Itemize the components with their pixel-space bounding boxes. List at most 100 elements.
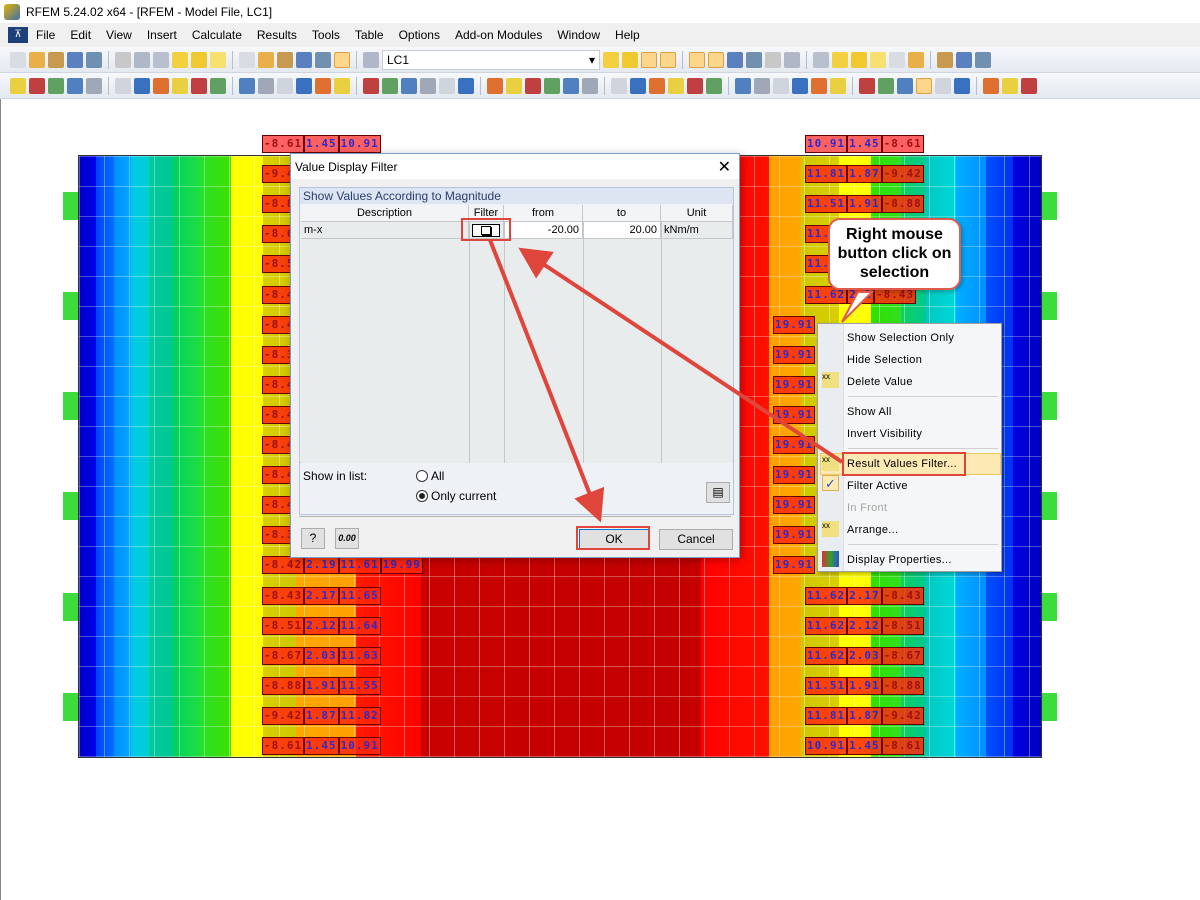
units-button[interactable]: 0.00 xyxy=(335,528,359,549)
result-value-label-row[interactable]: -8.4 xyxy=(262,316,297,334)
result-value-label-row[interactable]: -8.6 xyxy=(262,225,297,243)
result-value-label-row[interactable]: 10.91 1.45 -8.61 xyxy=(805,135,924,153)
result-value-label-row[interactable]: -8.67 2.03 11.63 xyxy=(262,647,381,665)
result-value-label[interactable]: 19.91 xyxy=(773,436,816,454)
toolbar-tool-icon[interactable] xyxy=(172,77,188,94)
result-value-label[interactable]: -8.42 xyxy=(262,556,305,574)
result-value-label[interactable]: -8.43 xyxy=(881,587,924,605)
toolbar-tool-icon[interactable] xyxy=(363,51,379,68)
result-value-label[interactable]: 19.91 xyxy=(773,316,816,334)
toolbar-tool-icon[interactable] xyxy=(153,51,169,68)
result-value-label[interactable]: -8.67 xyxy=(262,647,305,665)
result-value-label-row[interactable]: 11.62 2.03 -8.67 xyxy=(805,647,924,665)
result-value-label-row[interactable]: 19.91 xyxy=(773,406,816,424)
toolbar-tool-icon[interactable] xyxy=(239,77,255,94)
toolbar-tool-icon[interactable] xyxy=(420,77,436,94)
menu-addon-modules[interactable]: Add-on Modules xyxy=(454,28,543,42)
toolbar-tool-icon[interactable] xyxy=(191,51,207,68)
toolbar-tool-icon[interactable] xyxy=(525,77,541,94)
result-value-label-row[interactable]: 19.91 xyxy=(773,556,816,574)
toolbar-tool-icon[interactable] xyxy=(153,77,169,94)
result-value-label[interactable]: 1.45 xyxy=(304,737,339,755)
toolbar-tool-icon[interactable] xyxy=(983,77,999,94)
result-value-label[interactable]: 11.62 xyxy=(805,587,848,605)
result-value-label-row[interactable]: 19.91 xyxy=(773,436,816,454)
toolbar-tool-icon[interactable] xyxy=(458,77,474,94)
menu-window[interactable]: Window xyxy=(557,28,601,42)
toolbar-tool-icon[interactable] xyxy=(86,77,102,94)
help-icon[interactable]: ? xyxy=(301,528,325,549)
toolbar-tool-icon[interactable] xyxy=(563,77,579,94)
result-value-label[interactable]: -9.42 xyxy=(881,165,924,183)
result-value-label-row[interactable]: 19.91 xyxy=(773,376,816,394)
toolbar-tool-icon[interactable] xyxy=(859,77,875,94)
toolbar-tool-icon[interactable] xyxy=(878,77,894,94)
filter-checkbox[interactable] xyxy=(472,223,500,237)
result-value-label[interactable]: -8.4 xyxy=(262,406,297,424)
result-value-label[interactable]: 19.91 xyxy=(773,406,816,424)
toolbar-tool-icon[interactable] xyxy=(727,51,743,68)
result-value-label-row[interactable]: -9.42 1.87 11.82 xyxy=(262,707,381,725)
result-value-label[interactable]: -8.88 xyxy=(262,677,305,695)
result-value-label[interactable]: -8.88 xyxy=(881,195,924,213)
result-value-label[interactable]: -8.3 xyxy=(262,526,297,544)
result-value-label[interactable]: -8.4 xyxy=(262,436,297,454)
result-value-label[interactable]: -8.51 xyxy=(881,617,924,635)
result-value-label[interactable]: -8.51 xyxy=(262,617,305,635)
result-value-label[interactable]: 1.91 xyxy=(847,195,882,213)
result-value-label[interactable]: 2.03 xyxy=(847,647,882,665)
result-value-label[interactable]: 10.91 xyxy=(338,135,381,153)
result-value-label[interactable]: 11.51 xyxy=(805,195,848,213)
toolbar-tool-icon[interactable] xyxy=(975,51,991,68)
toolbar-tool-icon[interactable] xyxy=(239,51,255,68)
toolbar-tool-icon[interactable] xyxy=(916,77,932,94)
result-value-label[interactable]: -8.61 xyxy=(262,737,305,755)
result-value-label-row[interactable]: -8.61 1.45 10.91 xyxy=(262,135,381,153)
result-value-label-row[interactable]: 11.51 1.91 -8.88 xyxy=(805,677,924,695)
toolbar-tool-icon[interactable] xyxy=(889,51,905,68)
result-value-label-row[interactable]: -8.3 xyxy=(262,526,297,544)
toolbar-tool-icon[interactable] xyxy=(811,77,827,94)
result-value-label[interactable]: -8.5 xyxy=(262,255,297,273)
result-value-label-row[interactable]: 10.91 1.45 -8.61 xyxy=(805,737,924,755)
result-value-label[interactable]: 1.87 xyxy=(304,707,339,725)
toolbar-tool-icon[interactable] xyxy=(784,51,800,68)
result-value-label[interactable]: 1.45 xyxy=(847,135,882,153)
toolbar-tool-icon[interactable] xyxy=(937,51,953,68)
toolbar-tool-icon[interactable] xyxy=(706,77,722,94)
result-value-label[interactable]: 2.19 xyxy=(304,556,339,574)
radio-only-current[interactable]: Only current xyxy=(416,489,496,503)
result-value-label[interactable]: 2.12 xyxy=(847,617,882,635)
toolbar-tool-icon[interactable] xyxy=(315,51,331,68)
toolbar-tool-icon[interactable] xyxy=(897,77,913,94)
toolbar-tool-icon[interactable] xyxy=(851,51,867,68)
toolbar-tool-icon[interactable] xyxy=(210,77,226,94)
menu-view[interactable]: View xyxy=(106,28,132,42)
result-value-label-row[interactable]: 11.81 1.87 -9.42 xyxy=(805,707,924,725)
to-input[interactable]: 20.00 xyxy=(583,222,661,238)
result-value-label[interactable]: -8.4 xyxy=(262,286,297,304)
toolbar-tool-icon[interactable] xyxy=(296,77,312,94)
result-value-label-row[interactable]: 19.91 xyxy=(773,316,816,334)
result-value-label[interactable]: 1.87 xyxy=(847,165,882,183)
result-value-label[interactable]: -8.61 xyxy=(881,135,924,153)
result-value-label[interactable]: -8.61 xyxy=(881,737,924,755)
toolbar-tool-icon[interactable] xyxy=(439,77,455,94)
toolbar-tool-icon[interactable] xyxy=(954,77,970,94)
toolbar-tool-icon[interactable] xyxy=(334,51,350,68)
toolbar-tool-icon[interactable] xyxy=(582,77,598,94)
result-value-label[interactable]: 11.65 xyxy=(338,587,381,605)
result-value-label[interactable]: 1.87 xyxy=(847,707,882,725)
result-value-label[interactable]: 11.82 xyxy=(338,707,381,725)
toolbar-tool-icon[interactable] xyxy=(67,77,83,94)
toolbar-tool-icon[interactable] xyxy=(908,51,924,68)
toolbar-tool-icon[interactable] xyxy=(134,77,150,94)
result-value-label-row[interactable]: 19.91 xyxy=(773,346,816,364)
result-value-label[interactable]: -8.43 xyxy=(262,587,305,605)
toolbar-tool-icon[interactable] xyxy=(29,51,45,68)
filter-checkbox-cell[interactable] xyxy=(469,222,504,238)
result-value-label[interactable]: 19.99 xyxy=(380,556,423,574)
result-value-label[interactable]: -8.6 xyxy=(262,225,297,243)
toolbar-tool-icon[interactable] xyxy=(830,77,846,94)
toolbar-tool-icon[interactable] xyxy=(86,51,102,68)
